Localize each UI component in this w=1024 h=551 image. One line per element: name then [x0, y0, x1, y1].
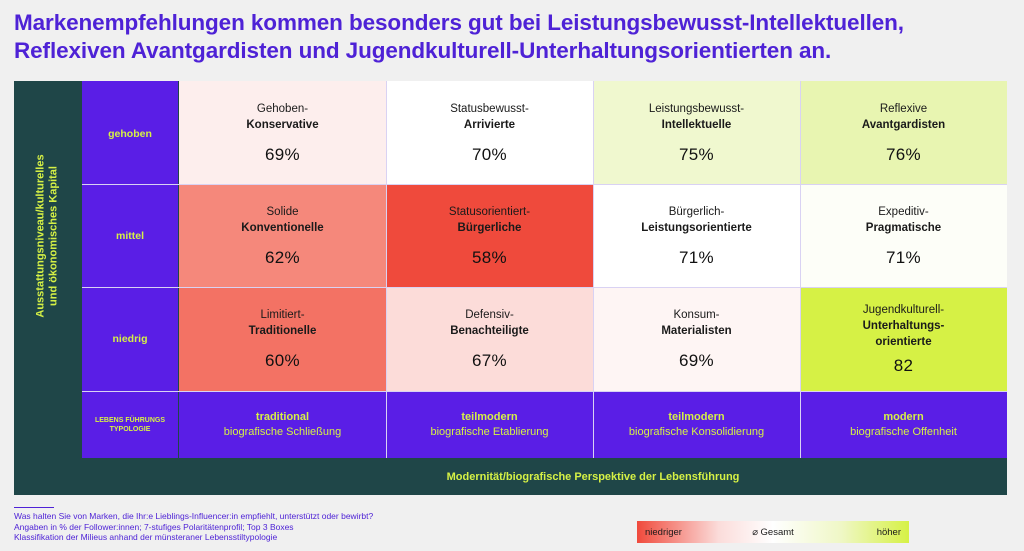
typology-teilmodern-konsolidierung: teilmodern biografische Konsolidierung: [593, 391, 800, 458]
heatmap-cell: Expeditiv- Pragmatische 71%: [800, 184, 1007, 287]
grid-line: [800, 81, 801, 458]
typology-line1: modern: [883, 410, 924, 423]
cell-value: 71%: [679, 248, 714, 267]
cell-line2: Intellektuelle: [661, 119, 732, 131]
cell-line2: Traditionelle: [248, 325, 317, 337]
heatmap-cell: Konsum- Materialisten 69%: [593, 287, 800, 391]
typology-line2: biografische Offenheit: [850, 425, 957, 438]
heatmap-cell: Statusbewusst- Arrivierte 70%: [386, 81, 593, 184]
cell-line2: Materialisten: [661, 325, 732, 337]
legend-low: niedriger: [645, 526, 682, 538]
cell-line2: Arrivierte: [463, 119, 516, 131]
level-label-niedrig: niedrig: [112, 333, 148, 345]
heatmap-cell: Defensiv- Benachteiligte 67%: [386, 287, 593, 391]
cell-line1: Leistungsbewusst-: [648, 103, 745, 115]
cell-line2: Konventionelle: [241, 222, 324, 234]
heatmap-cell: Reflexive Avantgardisten 76%: [800, 81, 1007, 184]
typology-line2: biografische Schließung: [223, 425, 342, 438]
cell-line1: Defensiv-: [465, 309, 514, 321]
heatmap-cell: Limitiert- Traditionelle 60%: [179, 287, 386, 391]
cell-line1: Bürgerlich-: [668, 206, 725, 218]
level-label-mittel: mittel: [115, 230, 144, 242]
y-axis-title: Ausstattungsniveau/kulturelles und ökono…: [35, 154, 60, 318]
cell-line1: Jugendkulturell-: [862, 304, 945, 316]
grid-line: [82, 391, 1007, 392]
footnote-question: Was halten Sie von Marken, die Ihr:e Lie…: [14, 511, 374, 521]
cell-line2: Pragmatische: [865, 222, 942, 234]
cell-value: 60%: [265, 351, 300, 370]
cell-value: 67%: [472, 351, 507, 370]
cell-value: 71%: [886, 248, 921, 267]
cell-value: 58%: [472, 248, 507, 267]
typology-line1: teilmodern: [461, 410, 518, 423]
typology-modern: modern biografische Offenheit: [800, 391, 1007, 458]
cell-value: 62%: [265, 248, 300, 267]
heatmap-cell: Gehoben- Konservative 69%: [179, 81, 386, 184]
grid-line: [82, 184, 1007, 185]
x-axis-title: Modernität/biografische Perspektive der …: [179, 458, 1007, 495]
grid-line: [386, 81, 387, 458]
page-title: Markenempfehlungen kommen besonders gut …: [14, 10, 904, 63]
cell-value: 70%: [472, 145, 507, 164]
cell-line2: Leistungsorientierte: [641, 222, 752, 234]
typology-label: LEBENS FÜHRUNGS TYPOLOGIE: [82, 391, 178, 458]
cell-value: 76%: [886, 145, 921, 164]
y-axis-title-wrap: Ausstattungsniveau/kulturelles und ökono…: [14, 81, 82, 391]
milieu-heatmap: Ausstattungsniveau/kulturelles und ökono…: [14, 81, 1007, 495]
legend-high: höher: [876, 526, 901, 538]
typology-line1: teilmodern: [668, 410, 725, 423]
footnote-classification: Klassifikation der Milieus anhand der mü…: [14, 532, 278, 542]
typology-line1: traditional: [255, 410, 310, 423]
cell-line2: Benachteiligte: [450, 325, 529, 337]
cell-value: 75%: [679, 145, 714, 164]
heatmap-cell: Solide Konventionelle 62%: [179, 184, 386, 287]
cell-value: 82: [893, 356, 914, 375]
legend-mid: ⌀ Gesamt: [752, 526, 794, 538]
cell-line2: Bürgerliche: [457, 222, 522, 234]
cell-line1: Reflexive: [879, 103, 928, 115]
cell-line1: Statusbewusst-: [450, 103, 529, 115]
typology-line2: biografische Etablierung: [430, 425, 549, 438]
cell-line1: Limitiert-: [260, 309, 305, 321]
typology-line2: biografische Konsolidierung: [628, 425, 765, 438]
typology-traditional: traditional biografische Schließung: [179, 391, 386, 458]
cell-line1: Statusorientiert-: [448, 206, 531, 218]
cell-line1: Solide: [266, 206, 299, 218]
notes-divider: [14, 507, 54, 508]
cell-line1: Expeditiv-: [878, 206, 929, 218]
level-label-gehoben: gehoben: [108, 128, 152, 140]
cell-line1: Konsum-: [673, 309, 720, 321]
cell-line2: Konservative: [246, 119, 319, 131]
level-column: gehoben mittel niedrig: [82, 81, 178, 391]
cell-value: 69%: [679, 351, 714, 370]
heatmap-cell: Leistungsbewusst- Intellektuelle 75%: [593, 81, 800, 184]
footnotes: Was halten Sie von Marken, die Ihr:e Lie…: [14, 511, 373, 543]
cell-line1: Gehoben-: [256, 103, 309, 115]
footnote-method: Angaben in % der Follower:innen; 7-stufi…: [14, 521, 294, 532]
cell-line2: Avantgardisten: [861, 119, 946, 131]
grid-line: [593, 81, 594, 458]
color-legend: niedriger ⌀ Gesamt höher: [637, 521, 909, 543]
cell-value: 69%: [265, 145, 300, 164]
grid-line: [82, 287, 1007, 288]
typology-teilmodern-etablierung: teilmodern biografische Etablierung: [386, 391, 593, 458]
heatmap-cell: Jugendkulturell- Unterhaltungs- orientier…: [800, 287, 1007, 391]
heatmap-cell: Bürgerlich- Leistungsorientierte 71%: [593, 184, 800, 287]
heatmap-cell: Statusorientiert- Bürgerliche 58%: [386, 184, 593, 287]
cell-line2: Unterhaltungs- orientierte: [862, 320, 945, 348]
